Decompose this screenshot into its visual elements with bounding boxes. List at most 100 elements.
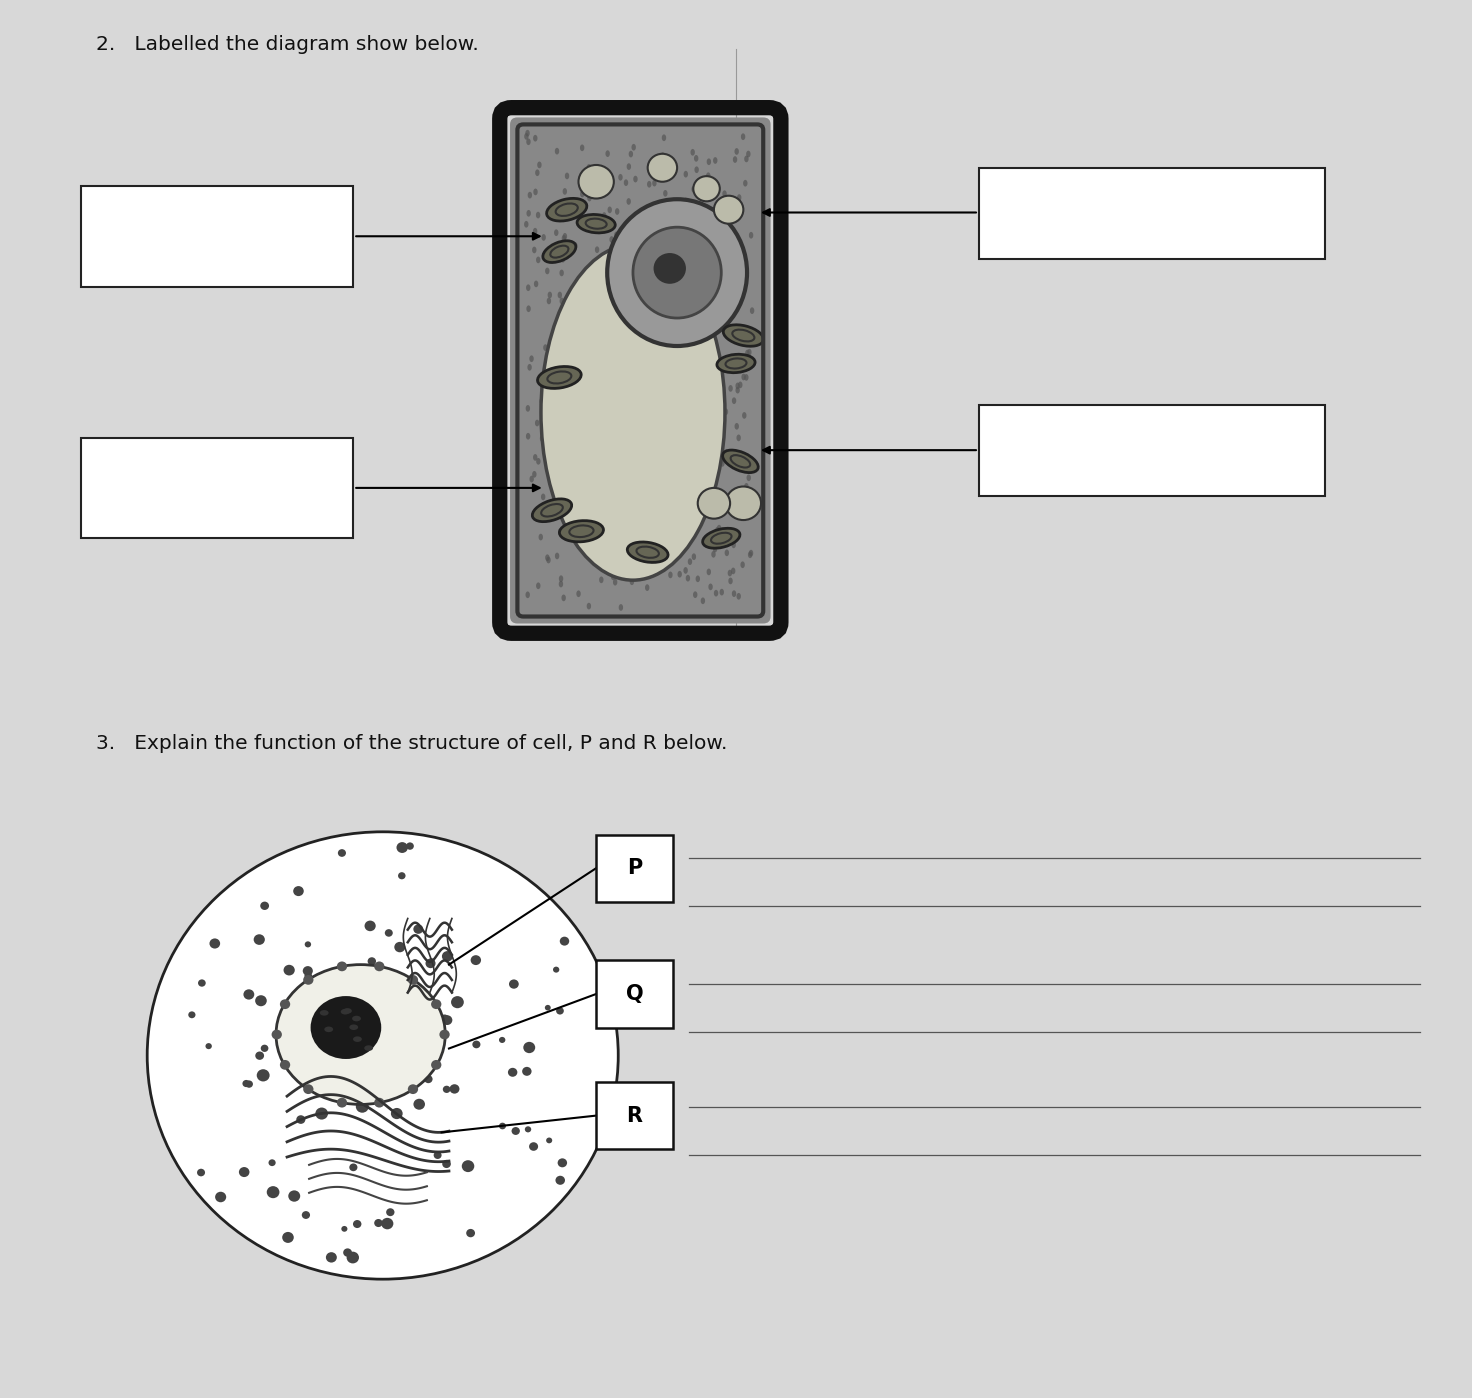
Ellipse shape — [512, 1127, 520, 1135]
Ellipse shape — [243, 1079, 250, 1088]
Ellipse shape — [699, 456, 704, 463]
Ellipse shape — [577, 344, 581, 351]
Ellipse shape — [305, 972, 312, 980]
Ellipse shape — [652, 180, 657, 186]
Ellipse shape — [549, 206, 553, 212]
Ellipse shape — [724, 408, 729, 415]
Ellipse shape — [396, 997, 405, 1005]
Ellipse shape — [536, 211, 540, 218]
Ellipse shape — [693, 591, 698, 598]
Ellipse shape — [665, 480, 670, 485]
Ellipse shape — [629, 245, 633, 252]
Ellipse shape — [559, 580, 564, 587]
Ellipse shape — [648, 387, 652, 394]
Ellipse shape — [608, 373, 612, 379]
Ellipse shape — [243, 990, 255, 1000]
Ellipse shape — [443, 1086, 450, 1093]
Ellipse shape — [732, 397, 736, 404]
Ellipse shape — [431, 1023, 445, 1036]
Text: R: R — [627, 1106, 642, 1125]
Ellipse shape — [553, 966, 559, 973]
Ellipse shape — [614, 528, 618, 534]
Ellipse shape — [400, 983, 411, 993]
Ellipse shape — [546, 506, 551, 513]
Ellipse shape — [215, 1191, 227, 1202]
Ellipse shape — [612, 533, 617, 540]
Ellipse shape — [537, 162, 542, 168]
Ellipse shape — [559, 270, 564, 277]
Ellipse shape — [361, 1069, 372, 1081]
Ellipse shape — [705, 264, 710, 271]
Ellipse shape — [394, 942, 405, 952]
Ellipse shape — [526, 284, 530, 291]
Ellipse shape — [253, 934, 265, 945]
Ellipse shape — [568, 456, 573, 463]
Ellipse shape — [605, 150, 609, 157]
Ellipse shape — [542, 245, 724, 580]
Ellipse shape — [322, 1044, 336, 1057]
Ellipse shape — [353, 1220, 362, 1227]
Ellipse shape — [712, 157, 717, 164]
Ellipse shape — [587, 164, 592, 171]
Ellipse shape — [420, 1033, 433, 1046]
Ellipse shape — [698, 488, 730, 519]
Ellipse shape — [674, 542, 679, 548]
Ellipse shape — [374, 962, 384, 972]
Ellipse shape — [627, 542, 668, 562]
Ellipse shape — [396, 842, 408, 853]
Ellipse shape — [710, 401, 714, 408]
Ellipse shape — [356, 1069, 364, 1078]
Ellipse shape — [526, 433, 530, 439]
Ellipse shape — [624, 263, 629, 270]
Ellipse shape — [692, 186, 696, 193]
Ellipse shape — [643, 355, 648, 361]
Ellipse shape — [280, 1000, 290, 1009]
Ellipse shape — [668, 415, 673, 421]
Ellipse shape — [562, 442, 567, 449]
Ellipse shape — [743, 180, 748, 186]
Ellipse shape — [662, 438, 667, 443]
Ellipse shape — [533, 189, 537, 196]
Ellipse shape — [311, 995, 381, 1060]
Ellipse shape — [531, 246, 536, 253]
Ellipse shape — [289, 1190, 300, 1202]
Ellipse shape — [558, 292, 562, 298]
Ellipse shape — [643, 247, 648, 254]
Ellipse shape — [732, 568, 736, 575]
Ellipse shape — [683, 256, 687, 263]
Ellipse shape — [683, 528, 687, 534]
Ellipse shape — [698, 516, 702, 521]
Ellipse shape — [615, 208, 620, 215]
Ellipse shape — [530, 475, 534, 482]
Ellipse shape — [689, 359, 693, 366]
Ellipse shape — [708, 375, 712, 382]
Ellipse shape — [555, 442, 559, 449]
Ellipse shape — [733, 211, 737, 218]
Ellipse shape — [450, 997, 464, 1008]
Ellipse shape — [677, 383, 682, 389]
Ellipse shape — [602, 212, 606, 219]
Ellipse shape — [679, 222, 683, 229]
Ellipse shape — [431, 1060, 442, 1069]
Ellipse shape — [648, 489, 652, 496]
Ellipse shape — [736, 593, 740, 600]
Ellipse shape — [746, 151, 751, 158]
Ellipse shape — [325, 1253, 337, 1262]
Ellipse shape — [683, 197, 687, 204]
Ellipse shape — [578, 535, 583, 541]
Ellipse shape — [527, 305, 531, 312]
Ellipse shape — [546, 199, 587, 221]
Ellipse shape — [648, 316, 652, 323]
Ellipse shape — [546, 298, 551, 305]
Ellipse shape — [648, 180, 652, 187]
Ellipse shape — [695, 166, 699, 173]
Ellipse shape — [576, 331, 580, 338]
Text: 3.   Explain the function of the structure of cell, P and R below.: 3. Explain the function of the structure… — [96, 734, 727, 754]
Text: Q: Q — [626, 984, 643, 1004]
Ellipse shape — [533, 454, 537, 461]
Ellipse shape — [368, 958, 375, 965]
Ellipse shape — [599, 576, 604, 583]
Ellipse shape — [587, 366, 592, 373]
Ellipse shape — [530, 355, 534, 362]
Ellipse shape — [717, 354, 755, 373]
